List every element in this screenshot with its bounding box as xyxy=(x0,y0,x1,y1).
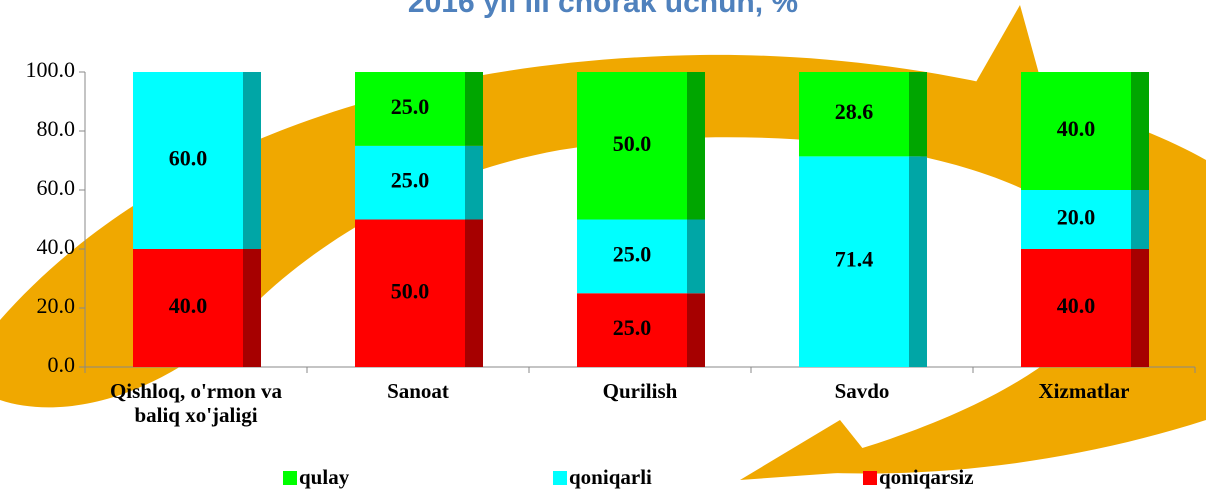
y-tick-label: 40.0 xyxy=(37,234,76,259)
bar-side xyxy=(465,145,483,220)
value-label: 50.0 xyxy=(391,278,430,303)
y-tick-label: 0.0 xyxy=(48,352,76,377)
bar-side xyxy=(909,72,927,157)
bar-segment xyxy=(799,72,909,157)
bar-side xyxy=(1131,249,1149,367)
value-label: 40.0 xyxy=(1057,293,1096,318)
x-tick-label: Savdo xyxy=(834,379,890,403)
bar-segment xyxy=(577,293,687,367)
bar-segment xyxy=(577,219,687,294)
legend-swatch xyxy=(553,471,567,485)
x-tick-label: Xizmatlar xyxy=(1038,379,1130,403)
y-tick-label: 20.0 xyxy=(37,293,76,318)
legend-swatch xyxy=(863,471,877,485)
swoosh xyxy=(0,54,1206,474)
value-label: 28.6 xyxy=(835,99,874,124)
y-tick-label: 100.0 xyxy=(26,57,76,82)
value-label: 40.0 xyxy=(1057,116,1096,141)
chart-title: 2016 yil III chorak uchun, % xyxy=(408,0,798,19)
value-label: 25.0 xyxy=(391,94,430,119)
x-tick-label: Sanoat xyxy=(387,379,449,403)
bar-segment xyxy=(133,72,243,249)
bar-side xyxy=(687,219,705,294)
bar-side xyxy=(243,249,261,367)
value-label: 60.0 xyxy=(169,146,208,171)
bar-segment xyxy=(577,72,687,220)
bar-segment xyxy=(133,249,243,367)
value-label: 71.4 xyxy=(835,247,874,272)
value-label: 40.0 xyxy=(169,293,208,318)
bar-segment xyxy=(1021,72,1131,190)
legend-label: qoniqarli xyxy=(569,465,652,489)
legend-label: qulay xyxy=(299,465,350,489)
bar-segment xyxy=(1021,249,1131,367)
bar-segment xyxy=(799,156,909,367)
bar-side xyxy=(909,156,927,367)
bar-side xyxy=(243,72,261,249)
value-label: 25.0 xyxy=(613,315,652,340)
legend-swatch xyxy=(283,471,297,485)
value-label: 25.0 xyxy=(391,168,430,193)
value-label: 25.0 xyxy=(613,241,652,266)
y-tick-label: 60.0 xyxy=(37,175,76,200)
y-tick-label: 80.0 xyxy=(37,116,76,141)
legend-label: qoniqarsiz xyxy=(879,465,974,489)
bar-side xyxy=(687,72,705,220)
bar-segment xyxy=(355,145,465,220)
value-label: 20.0 xyxy=(1057,205,1096,230)
x-tick-label: Qishloq, o'rmon va baliq xo'jaligi xyxy=(109,379,283,427)
bar-side xyxy=(1131,190,1149,249)
swoosh-tail xyxy=(740,420,880,480)
bar-side xyxy=(687,293,705,367)
bar-segment xyxy=(355,219,465,367)
bar-segment xyxy=(1021,190,1131,249)
bar-side xyxy=(465,219,483,367)
bar-segment xyxy=(355,72,465,146)
value-label: 50.0 xyxy=(613,131,652,156)
bar-side xyxy=(465,72,483,146)
x-tick-label: Qurilish xyxy=(602,379,678,403)
bar-side xyxy=(1131,72,1149,190)
